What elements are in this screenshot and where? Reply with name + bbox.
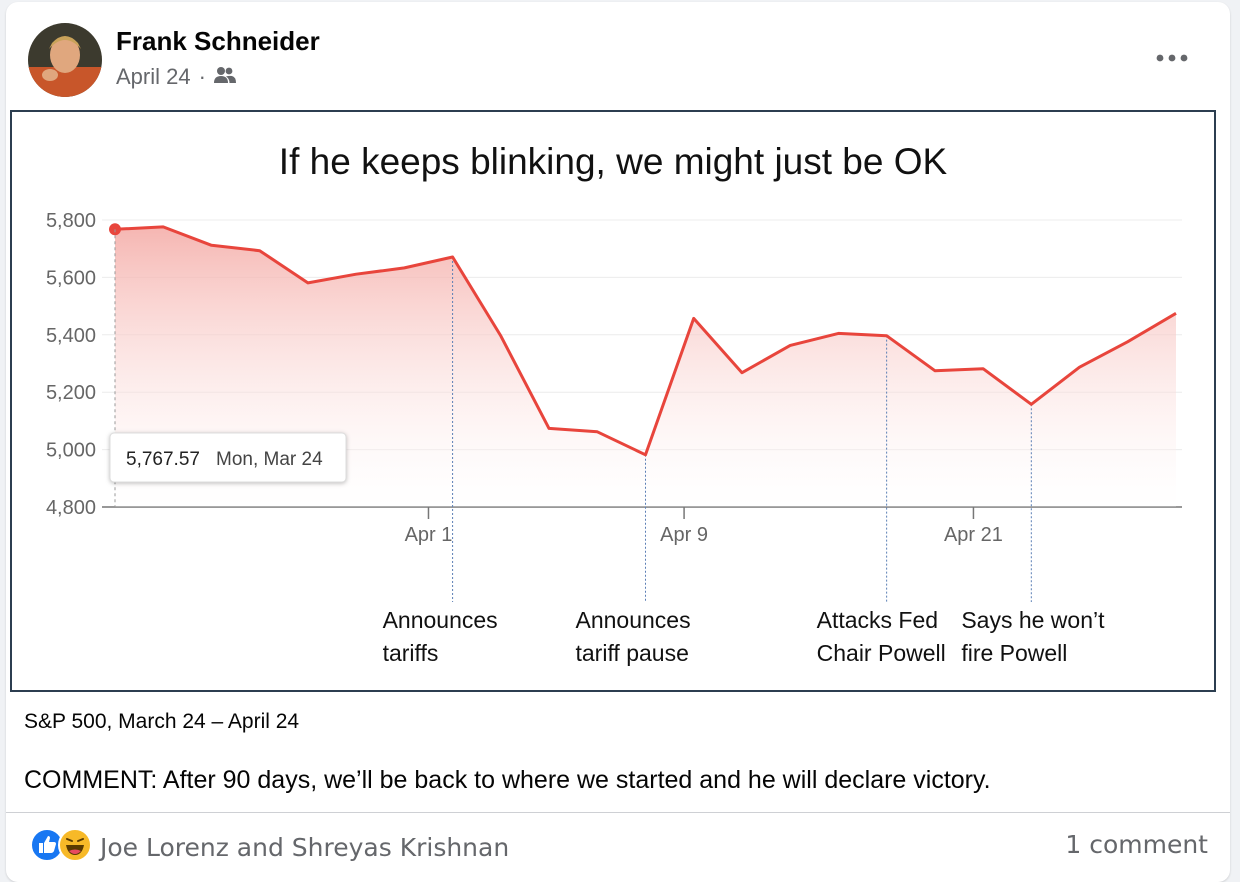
y-tick-label: 5,600 — [46, 267, 96, 289]
divider — [6, 812, 1230, 813]
x-tick-label: Apr 9 — [660, 524, 708, 546]
tooltip-date: Mon, Mar 24 — [216, 449, 323, 470]
more-options-icon[interactable] — [1152, 38, 1192, 78]
x-tick-label: Apr 21 — [944, 524, 1003, 546]
annotation-label: tariff pause — [576, 640, 689, 666]
data-point — [109, 223, 121, 236]
chart-title: If he keeps blinking, we might just be O… — [279, 141, 948, 182]
y-tick-label: 4,800 — [46, 497, 96, 519]
annotation-label: Attacks Fed — [817, 607, 938, 633]
chart-area — [115, 226, 1176, 507]
annotation-label: Announces — [383, 607, 498, 633]
post-card: Frank Schneider April 24 · — [6, 2, 1230, 882]
chart-tooltip: 5,767.57 Mon, Mar 24 — [109, 432, 347, 483]
y-tick-label: 5,800 — [46, 210, 96, 232]
chart-image[interactable]: If he keeps blinking, we might just be O… — [10, 110, 1216, 692]
y-tick-label: 5,400 — [46, 325, 96, 347]
tooltip-value: 5,767.57 — [126, 449, 200, 470]
post-text: COMMENT: After 90 days, we’ll be back to… — [24, 766, 991, 794]
post-caption: S&P 500, March 24 – April 24 — [24, 710, 300, 733]
y-tick-label: 5,000 — [46, 440, 96, 462]
reactions-summary[interactable]: Joe Lorenz and Shreyas Krishnan — [30, 828, 509, 867]
post-date[interactable]: April 24 — [116, 64, 191, 89]
annotation-label: Chair Powell — [817, 640, 946, 666]
series-line — [114, 225, 1177, 457]
annotation-label: tariffs — [383, 640, 439, 666]
x-tick-label: Apr 1 — [405, 524, 453, 546]
haha-icon — [58, 828, 92, 867]
annotation-label: Announces — [576, 607, 691, 633]
post-meta: April 24 · — [116, 64, 236, 90]
annotation-label: fire Powell — [961, 640, 1067, 666]
author-name[interactable]: Frank Schneider — [116, 26, 320, 56]
comment-count[interactable]: 1 comment — [1065, 830, 1208, 859]
reaction-names[interactable]: Joe Lorenz and Shreyas Krishnan — [100, 833, 510, 862]
y-tick-label: 5,200 — [46, 382, 96, 404]
annotation-label: Says he won’t — [961, 607, 1105, 633]
friends-icon[interactable] — [213, 64, 236, 90]
avatar[interactable] — [28, 23, 102, 97]
meta-separator: · — [198, 64, 206, 89]
sp500-chart: If he keeps blinking, we might just be O… — [46, 141, 1182, 666]
